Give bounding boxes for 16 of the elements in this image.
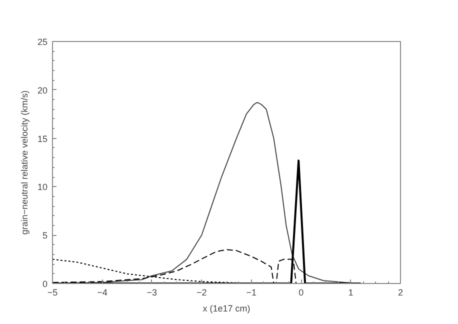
y-axis-title: grain−neutral relative velocity (km/s) bbox=[19, 90, 30, 235]
y-tick-label: 15 bbox=[37, 134, 48, 144]
x-tick-label: −2 bbox=[196, 288, 207, 298]
x-tick-label: 2 bbox=[398, 288, 404, 298]
x-tick-label: −1 bbox=[246, 288, 256, 298]
y-tick-label: 20 bbox=[37, 85, 48, 96]
x-axis-title: x (1e17 cm) bbox=[202, 304, 250, 314]
y-tick-label: 25 bbox=[37, 37, 48, 47]
x-tick-label: 0 bbox=[298, 288, 304, 298]
y-tick-label: 10 bbox=[37, 182, 48, 192]
x-tick-label: −3 bbox=[146, 288, 158, 298]
y-tick-label: 5 bbox=[42, 230, 48, 241]
x-tick-label: 1 bbox=[348, 288, 354, 298]
y-tick-label: 0 bbox=[42, 279, 48, 289]
x-tick-label: −5 bbox=[47, 288, 58, 298]
x-tick-label: −4 bbox=[97, 288, 108, 298]
